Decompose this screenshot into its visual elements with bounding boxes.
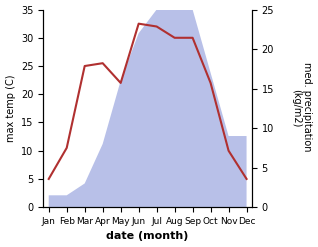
X-axis label: date (month): date (month) bbox=[107, 231, 189, 242]
Y-axis label: max temp (C): max temp (C) bbox=[5, 75, 16, 142]
Y-axis label: med. precipitation 
(kg/m2): med. precipitation (kg/m2) bbox=[291, 62, 313, 155]
